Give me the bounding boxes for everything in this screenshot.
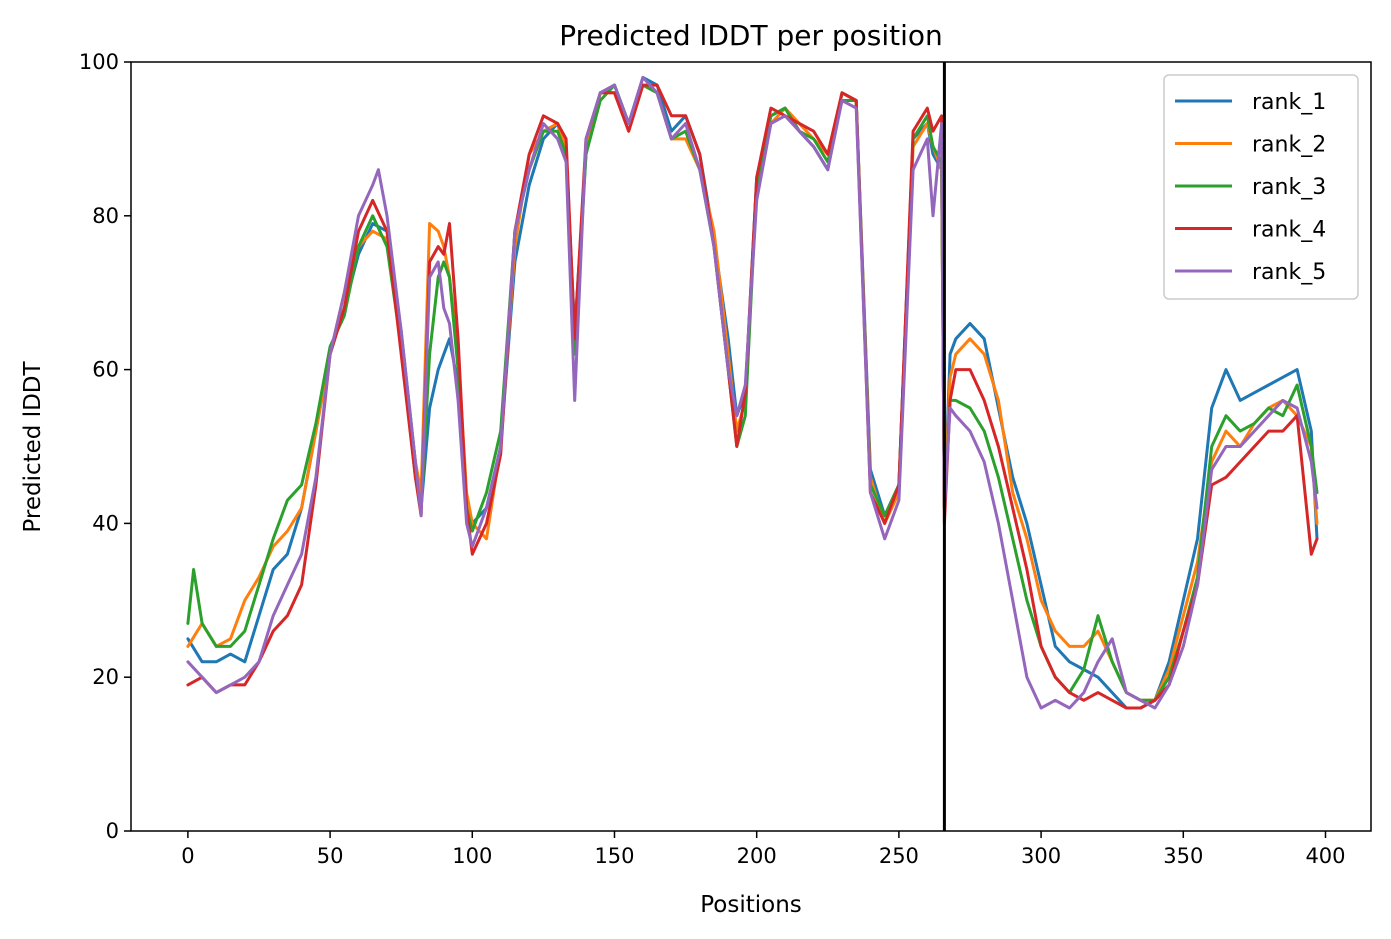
- x-tick-label: 50: [317, 844, 344, 868]
- x-tick-label: 200: [737, 844, 777, 868]
- legend-label-rank-4: rank_4: [1252, 218, 1326, 243]
- plot-frame: [130, 61, 1372, 832]
- legend: rank_1 rank_2 rank_3 rank_4 rank_5: [1163, 74, 1359, 300]
- x-tick-label: 150: [594, 844, 634, 868]
- x-tick-label: 0: [181, 844, 194, 868]
- chart-title: Predicted lDDT per position: [559, 19, 943, 52]
- legend-label-rank-1: rank_1: [1252, 90, 1326, 115]
- series-layer: [186, 75, 1319, 710]
- x-tick-label: 350: [1163, 844, 1203, 868]
- legend-box: [1163, 74, 1359, 300]
- y-tick-label: 100: [79, 50, 119, 74]
- plot-area: [130, 61, 1372, 832]
- legend-label-rank-3: rank_3: [1252, 175, 1326, 200]
- y-axis: 0 20 40 60 80 100: [79, 50, 131, 843]
- series-line-rank-4: [186, 83, 1319, 710]
- y-tick-label: 0: [106, 819, 119, 843]
- series-line-rank-5: [186, 75, 1319, 710]
- y-axis-label: Predicted lDDT: [20, 360, 46, 532]
- y-tick-label: 80: [92, 204, 119, 228]
- y-tick-label: 40: [92, 511, 119, 535]
- x-tick-label: 400: [1305, 844, 1345, 868]
- x-tick-label: 100: [452, 844, 492, 868]
- x-axis-label: Positions: [700, 892, 802, 918]
- y-tick-label: 20: [92, 665, 119, 689]
- x-tick-label: 300: [1021, 844, 1061, 868]
- y-tick-label: 60: [92, 358, 119, 382]
- legend-label-rank-2: rank_2: [1252, 133, 1326, 158]
- x-tick-label: 250: [879, 844, 919, 868]
- legend-label-rank-5: rank_5: [1252, 260, 1326, 285]
- x-axis: 0 50 100 150 200 250 300 350 400: [181, 831, 1346, 868]
